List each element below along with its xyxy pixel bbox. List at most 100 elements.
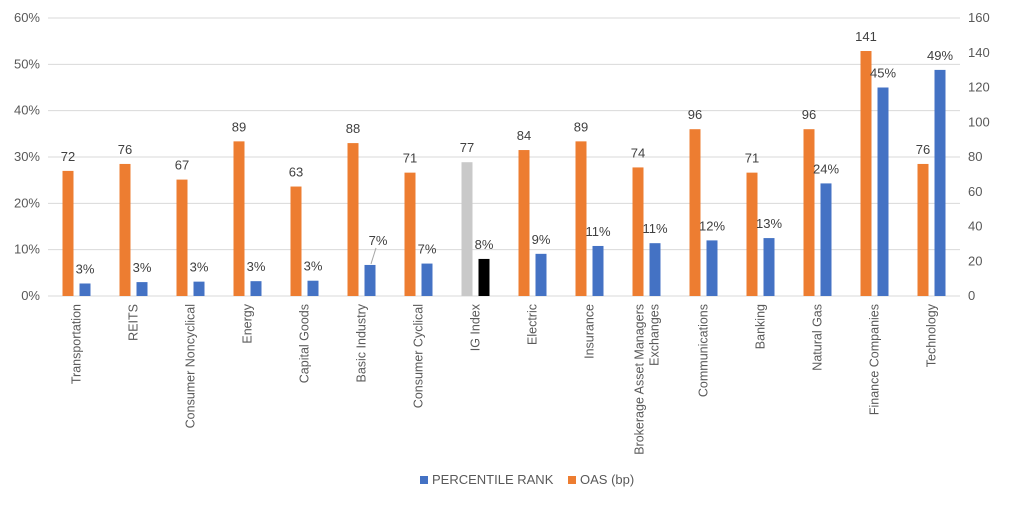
percentile-bar: [763, 238, 775, 296]
category-label: Consumer Noncyclical: [184, 304, 198, 428]
percentile-data-label: 7%: [369, 233, 388, 248]
percentile-bar: [193, 281, 205, 296]
percentile-data-label: 24%: [813, 161, 839, 176]
right-tick-label: 100: [968, 114, 990, 129]
oas-data-label: 141: [855, 29, 877, 44]
oas-bar: [803, 129, 815, 296]
oas-bar: [461, 162, 473, 296]
percentile-data-label: 9%: [532, 232, 551, 247]
right-tick-label: 120: [968, 80, 990, 95]
percentile-data-label: 8%: [475, 237, 494, 252]
oas-bar: [290, 186, 302, 296]
right-tick-label: 20: [968, 253, 982, 268]
percentile-bar: [79, 283, 91, 296]
oas-data-label: 96: [802, 107, 816, 122]
category-label: Consumer Cyclical: [412, 304, 426, 408]
legend-label: PERCENTILE RANK: [432, 472, 554, 487]
percentile-data-label: 3%: [247, 259, 266, 274]
right-tick-label: 80: [968, 149, 982, 164]
percentile-data-label: 45%: [870, 66, 896, 81]
percentile-data-label: 3%: [76, 261, 95, 276]
oas-data-label: 96: [688, 107, 702, 122]
percentile-data-label: 3%: [304, 259, 323, 274]
category-label: Natural Gas: [811, 304, 825, 371]
label-leader-line: [370, 247, 377, 265]
oas-data-label: 76: [916, 142, 930, 157]
data-labels: 72 3% 76 3% 67 3% 89 3% 63 3% 88 7% 71 7% 77 8% 84 9% 89 11…: [61, 29, 954, 276]
percentile-bar: [706, 240, 718, 296]
oas-bar: [632, 167, 644, 296]
percentile-data-label: 3%: [190, 260, 209, 275]
gridlines: [48, 17, 960, 297]
oas-bar: [233, 141, 245, 296]
left-tick-label: 10%: [14, 242, 40, 257]
category-label: Finance Companies: [868, 304, 882, 415]
oas-data-label: 84: [517, 128, 531, 143]
oas-data-label: 89: [574, 119, 588, 134]
category-labels: Transportation REITS Consumer Noncyclical E…: [70, 303, 939, 455]
left-axis: 0% 10% 20% 30% 40% 50% 60%: [14, 10, 40, 303]
percentile-data-label: 13%: [756, 216, 782, 231]
bars: [62, 51, 946, 297]
oas-bar: [575, 141, 587, 296]
percentile-data-label: 7%: [418, 242, 437, 257]
right-tick-label: 60: [968, 184, 982, 199]
percentile-bar: [307, 280, 319, 296]
oas-data-label: 89: [232, 119, 246, 134]
oas-data-label: 88: [346, 121, 360, 136]
oas-data-label: 67: [175, 158, 189, 173]
oas-data-label: 63: [289, 165, 303, 180]
oas-data-label: 71: [745, 151, 759, 166]
left-tick-label: 50%: [14, 56, 40, 71]
left-tick-label: 40%: [14, 103, 40, 118]
percentile-bar: [250, 281, 262, 296]
right-tick-label: 140: [968, 45, 990, 60]
percentile-bar: [592, 245, 604, 296]
left-tick-label: 60%: [14, 10, 40, 25]
category-label: Insurance: [583, 304, 597, 359]
percentile-bar: [877, 87, 889, 296]
oas-bar: [404, 172, 416, 296]
left-tick-label: 20%: [14, 195, 40, 210]
percentile-data-label: 12%: [699, 218, 725, 233]
legend: PERCENTILE RANK OAS (bp): [420, 472, 634, 487]
category-label: Capital Goods: [298, 304, 312, 383]
oas-data-label: 74: [631, 145, 645, 160]
percentile-bar: [934, 69, 946, 296]
percentile-bar: [478, 258, 490, 296]
percentile-bar: [136, 282, 148, 296]
oas-bar: [62, 170, 74, 296]
legend-swatch: [420, 476, 428, 484]
percentile-data-label: 3%: [133, 260, 152, 275]
legend-swatch: [568, 476, 576, 484]
right-axis: 0 20 40 60 80 100 120 140 160: [968, 10, 990, 303]
oas-bar: [518, 150, 530, 296]
right-tick-label: 40: [968, 219, 982, 234]
oas-bar: [347, 143, 359, 296]
left-tick-label: 30%: [14, 149, 40, 164]
category-label: Technology: [925, 303, 939, 367]
percentile-data-label: 11%: [585, 224, 610, 239]
category-label: Communications: [697, 304, 711, 397]
oas-data-label: 72: [61, 149, 75, 164]
percentile-bar: [364, 264, 376, 296]
category-label: REITS: [127, 304, 141, 341]
right-tick-label: 160: [968, 10, 990, 25]
category-label: Energy: [241, 303, 255, 343]
left-tick-label: 0%: [21, 288, 40, 303]
oas-data-label: 77: [460, 140, 474, 155]
oas-bar: [119, 163, 131, 296]
oas-bar: [689, 129, 701, 296]
percentile-bar: [421, 263, 433, 296]
percentile-bar: [820, 183, 832, 296]
category-label: Banking: [754, 304, 768, 349]
oas-bar: [746, 172, 758, 296]
category-label: Brokerage Asset Managers: [633, 304, 647, 455]
percentile-bar: [535, 253, 547, 296]
percentile-data-label: 49%: [927, 48, 953, 63]
category-label: Basic Industry: [355, 303, 369, 382]
oas-data-label: 71: [403, 151, 417, 166]
category-label: Transportation: [70, 304, 84, 384]
right-tick-label: 0: [968, 288, 975, 303]
oas-data-label: 76: [118, 142, 132, 157]
